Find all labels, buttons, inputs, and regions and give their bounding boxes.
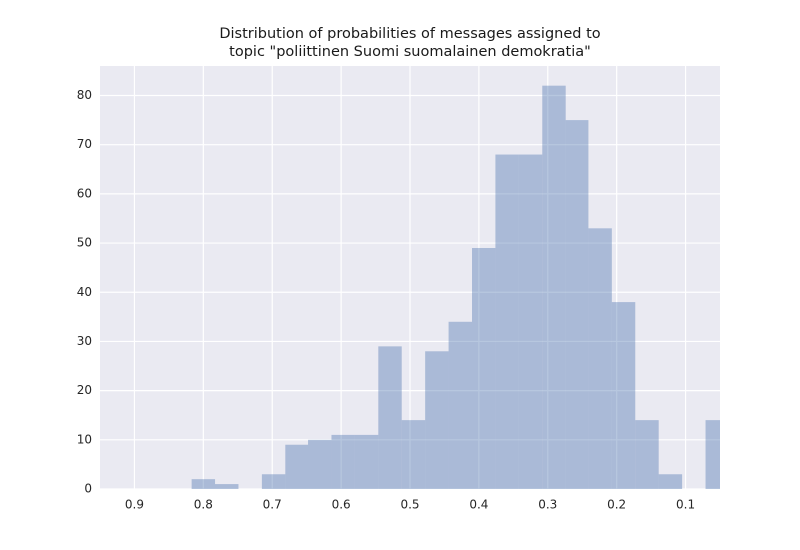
y-tick-label: 50 xyxy=(77,236,92,250)
grid xyxy=(100,66,720,490)
x-tick-label: 0.4 xyxy=(469,498,488,512)
bar xyxy=(658,474,683,489)
y-tick-label: 80 xyxy=(77,88,92,102)
y-tick-label: 10 xyxy=(77,432,92,446)
x-tick-label: 0.2 xyxy=(607,498,626,512)
tick-labels: 0 10 20 30 40 50 60 70 80 0.9 0.8 0.7 0.6 0.5 0.4 0.3 0.… xyxy=(77,88,695,511)
bar xyxy=(215,484,239,489)
x-tick-label: 0.6 xyxy=(332,498,351,512)
bar xyxy=(191,479,216,489)
x-tick-label: 0.1 xyxy=(676,498,695,512)
bar xyxy=(705,420,720,489)
bar xyxy=(401,420,426,489)
bar xyxy=(588,228,612,489)
chart-title: Distribution of probabilities of message… xyxy=(219,26,600,42)
bars xyxy=(191,85,720,489)
bar xyxy=(285,444,309,489)
bar xyxy=(635,420,659,489)
bar xyxy=(611,302,636,489)
bar xyxy=(472,247,496,489)
y-tick-label: 40 xyxy=(77,285,92,299)
y-tick-label: 30 xyxy=(77,334,92,348)
bar xyxy=(495,154,519,489)
bar xyxy=(565,120,589,489)
y-tick-label: 60 xyxy=(77,186,92,200)
bar xyxy=(425,351,449,489)
bar xyxy=(378,346,402,489)
y-tick-label: 70 xyxy=(77,137,92,151)
bar xyxy=(542,85,566,489)
bar xyxy=(448,321,472,489)
bar xyxy=(308,439,332,489)
x-tick-label: 0.5 xyxy=(400,498,419,512)
x-tick-label: 0.3 xyxy=(538,498,557,512)
bar xyxy=(261,474,286,489)
bar xyxy=(518,154,543,489)
x-tick-label: 0.8 xyxy=(194,498,213,512)
bar xyxy=(354,434,379,489)
bar xyxy=(331,434,355,489)
chart-title: topic "poliittinen Suomi suomalainen dem… xyxy=(229,44,591,60)
x-tick-label: 0.7 xyxy=(263,498,282,512)
x-tick-label: 0.9 xyxy=(125,498,144,512)
y-tick-label: 20 xyxy=(77,383,92,397)
y-tick-label: 0 xyxy=(84,482,92,496)
